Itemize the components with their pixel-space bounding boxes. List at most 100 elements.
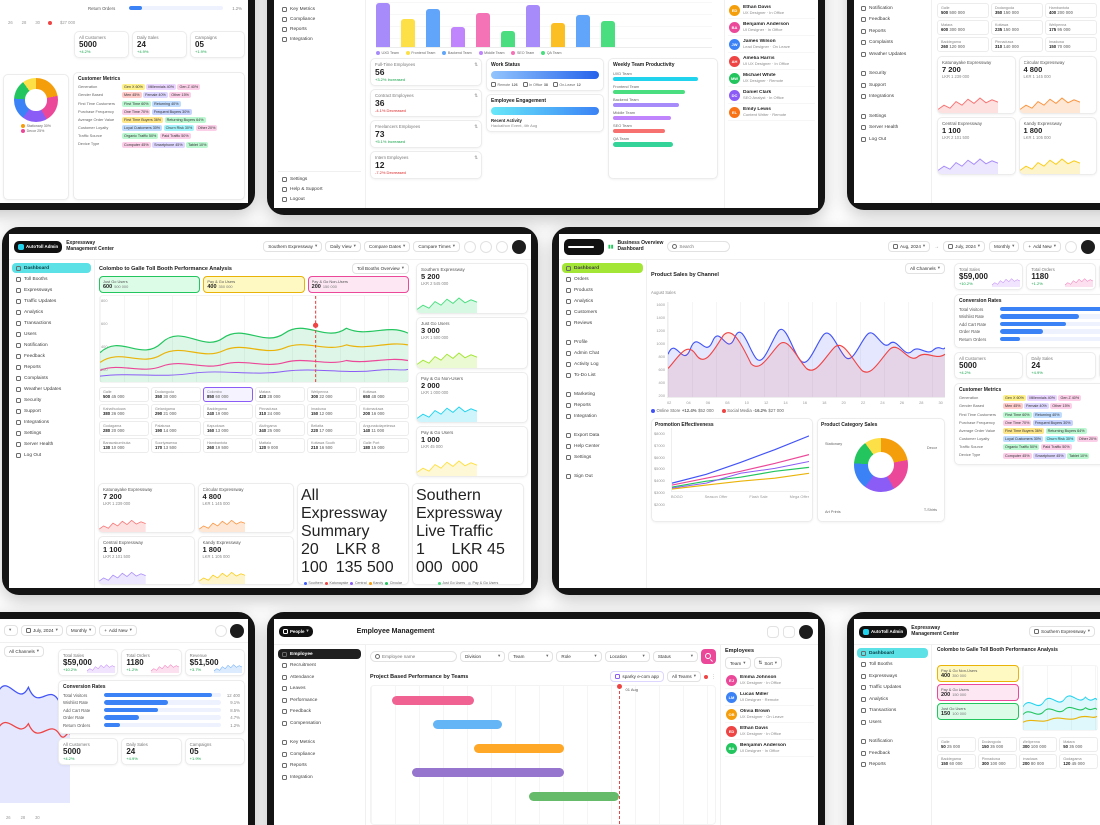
sidebar-item[interactable]: Settings [278,174,361,184]
sidebar-item[interactable]: Key Metrics [278,4,361,14]
toll-booth-tile[interactable]: Imaduwa 150 12 000 [307,404,357,419]
legend-item[interactable]: Online Store +12.4% $52 000 [651,408,714,413]
sidebar-item[interactable]: Logout [278,194,361,204]
project-tag[interactable]: sparky e-com app [610,671,664,682]
legend-item[interactable]: Middle Team [478,51,504,55]
sidebar-item[interactable]: Complaints [857,38,928,48]
expressway-card[interactable]: Central Expressway 1 100 LKR 2 101 500 [98,535,195,585]
sidebar-item[interactable]: Leaves [278,684,361,694]
sidebar-item[interactable]: Security [857,69,928,79]
legend-item[interactable]: QA Team [541,51,561,55]
toll-booth-tile[interactable]: Galle 50 25 000 [937,737,976,752]
toll-booth-tile[interactable]: Welipenna 175 95 000 [1045,20,1097,35]
channels-dropdown[interactable]: All Channels ▾ [904,263,945,274]
add-new-button[interactable]: + Add New ▾ [1023,241,1061,252]
toll-booth-tile[interactable]: Baddegama 240 19 000 [203,404,253,419]
sidebar-item[interactable]: Integration [562,411,643,421]
sidebar-item[interactable]: Export Data [562,430,643,440]
sidebar-item[interactable]: Attendance [278,672,361,682]
sidebar-item[interactable]: Compliance [278,749,361,759]
sidebar-item[interactable]: Dashboard [12,263,91,273]
sidebar-item[interactable]: Integration [278,772,361,782]
member-row[interactable]: AH Amelia Harris UI UX Designer · In Off… [728,53,815,70]
expressway-card[interactable]: Southern Expressway 5 200 LKR 2 545 000 [416,263,528,315]
sidebar-item[interactable]: Settings [857,111,928,121]
sidebar-item[interactable]: Reviews [562,318,643,328]
sidebar-item[interactable]: Employee [278,649,361,659]
toll-booth-tile[interactable]: Hambantota 400 200 000 [1045,3,1097,18]
toll-booth-tile[interactable]: Barawakumbuka 130 10 000 [99,438,149,453]
sidebar-item[interactable]: Security [12,395,91,405]
member-row[interactable]: MW Michael White UX Designer · Remote [728,70,815,87]
toll-booth-tile[interactable]: Pinnaduwa 300 100 000 [977,754,1017,769]
sidebar-item[interactable]: Traffic Updates [857,683,928,693]
date-to-dropdown[interactable]: July, 2024 ▾ [943,241,986,252]
expressway-card[interactable]: Central Expressway 1 100 LKR 2 101 500 [937,117,1016,175]
sidebar-item[interactable]: Users [857,717,928,727]
toll-booth-tile[interactable]: Baddegama 260 120 000 [937,37,989,52]
filter-dropdown[interactable]: Role ▾ [556,651,602,662]
expressway-card[interactable]: Pay & Go Users 1 000 LKR 45 000 [416,425,528,477]
toll-booth-tile[interactable]: Dodangoda 350 30 000 [151,387,201,402]
employee-row[interactable]: ED Ethan Davis UX Designer · In Office [725,723,814,740]
sidebar-item[interactable]: Recruitment [278,661,361,671]
stat-card[interactable]: All Customers 5000 +4.2% [74,31,129,58]
all-expressway-summary-card[interactable]: All Expressway Summary 20 100 LKR 8 135 5… [297,483,409,585]
brand-logo[interactable]: AutoToll Admin [14,240,63,253]
toll-booth-tile[interactable]: Hambantota 260 19 500 [203,438,253,453]
expressway-card[interactable]: Katunayake Expressway 7 200 LKR 1 239 00… [98,483,195,533]
sidebar-item[interactable]: Toll Booths [857,660,928,670]
filter-dropdown[interactable]: Division ▾ [460,651,506,662]
gantt-bar[interactable] [432,720,502,729]
stat-card[interactable]: All Customers 5000 +4.2% [58,738,119,765]
sidebar-item[interactable]: Complaints [12,373,91,383]
date-from-dropdown[interactable]: Aug, 2024 ▾ [887,241,931,252]
toll-booth-tile[interactable]: Palatuwa 190 14 000 [151,421,201,436]
sidebar-item[interactable]: Feedback [857,15,928,25]
gantt-bar[interactable] [412,768,564,777]
sidebar-item[interactable]: Help Center [562,441,643,451]
sidebar-item[interactable]: Integrations [12,417,91,427]
sidebar-item[interactable]: Help & Support [278,184,361,194]
toll-booth-tile[interactable]: Welipenna 300 22 000 [307,387,357,402]
toll-booth-tile[interactable]: Galle 500 45 000 [99,387,149,402]
legend-pill[interactable]: Pay & Go Users 400 350 000 [203,276,305,293]
total-card[interactable]: Total Sales $59,000 +10.2% [58,649,119,676]
expressway-card[interactable]: Kandy Expressway 1 800 LKR 1 105 000 [197,535,294,585]
toll-booth-tile[interactable]: Dodangoda 150 35 000 [977,737,1017,752]
dropdown-button[interactable]: Daily View ▾ [325,241,361,252]
stat-card[interactable]: Daily Sales 24 +4.9% [121,738,182,765]
legend-pill[interactable]: Just Go Users 600 500 000 [99,276,201,293]
toll-booth-tile[interactable]: Matara 600 300 000 [937,20,989,35]
sidebar-item[interactable]: Users [12,329,91,339]
total-card[interactable]: Total Orders 1180 +1.2% [1026,263,1096,290]
sidebar-item[interactable]: Dashboard [857,648,928,658]
search-input[interactable] [679,244,726,249]
filter-dropdown[interactable]: Status ▾ [652,651,699,662]
member-row[interactable]: BA Benjamin Anderson UI Designer · In Of… [728,19,815,36]
toll-booth-tile[interactable]: Pinnaduwa 310 140 000 [991,37,1043,52]
dropdown-button[interactable]: Southern Expressway ▾ [263,241,323,252]
brand-logo[interactable] [564,238,604,255]
toll-booth-tile[interactable]: Matara 50 35 000 [1059,737,1098,752]
expressway-card[interactable]: Katunayake Expressway 7 200 LKR 1 239 00… [937,56,1016,114]
employee-search-input[interactable] [382,654,452,659]
gantt-bar[interactable] [529,792,619,801]
toll-booth-tile[interactable]: Welipenna 300 100 000 [1018,737,1058,752]
legend-item[interactable]: SEO Team [511,51,534,55]
employee-row[interactable]: OB Olivia Brown UX Designer · On Leave [725,706,814,723]
sidebar-item[interactable]: Transactions [857,706,928,716]
expressway-card[interactable]: Kandy Expressway 1 800 LKR 1 105 000 [1018,117,1097,175]
user-avatar[interactable] [512,239,526,254]
dropdown-button[interactable]: Compare Times ▾ [413,241,460,252]
expand-icon[interactable]: ⇅ [474,93,478,98]
user-avatar[interactable] [799,624,813,639]
filter-dropdown[interactable]: Location ▾ [604,651,650,662]
search-box[interactable] [667,241,731,252]
sidebar-item[interactable]: Expressways [12,285,91,295]
add-new-button[interactable]: + Add New ▾ [99,625,137,636]
sidebar-item[interactable]: Settings [12,428,91,438]
theme-icon-button[interactable] [480,240,492,253]
sidebar-item[interactable]: Analytics [12,307,91,317]
toll-booth-tile[interactable]: Godagama 120 45 000 [1059,754,1098,769]
